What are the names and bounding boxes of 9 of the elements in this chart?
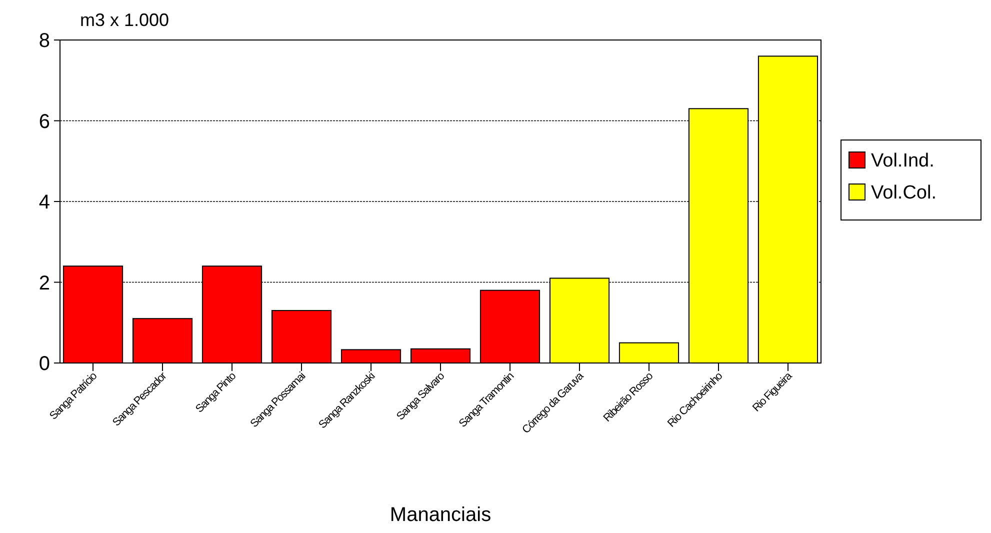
y-tick-label: 8: [38, 30, 50, 52]
y-axis-title: m3 x 1.000: [80, 10, 170, 30]
y-tick-label: 4: [38, 192, 50, 214]
y-tick-label: 0: [38, 353, 50, 375]
legend-label: Vol.Col.: [871, 182, 936, 204]
y-tick-label: 2: [38, 272, 50, 294]
y-tick-label: 6: [38, 110, 50, 133]
legend-label: Vol.Ind.: [871, 150, 934, 172]
x-axis-title: Mananciais: [390, 504, 492, 526]
